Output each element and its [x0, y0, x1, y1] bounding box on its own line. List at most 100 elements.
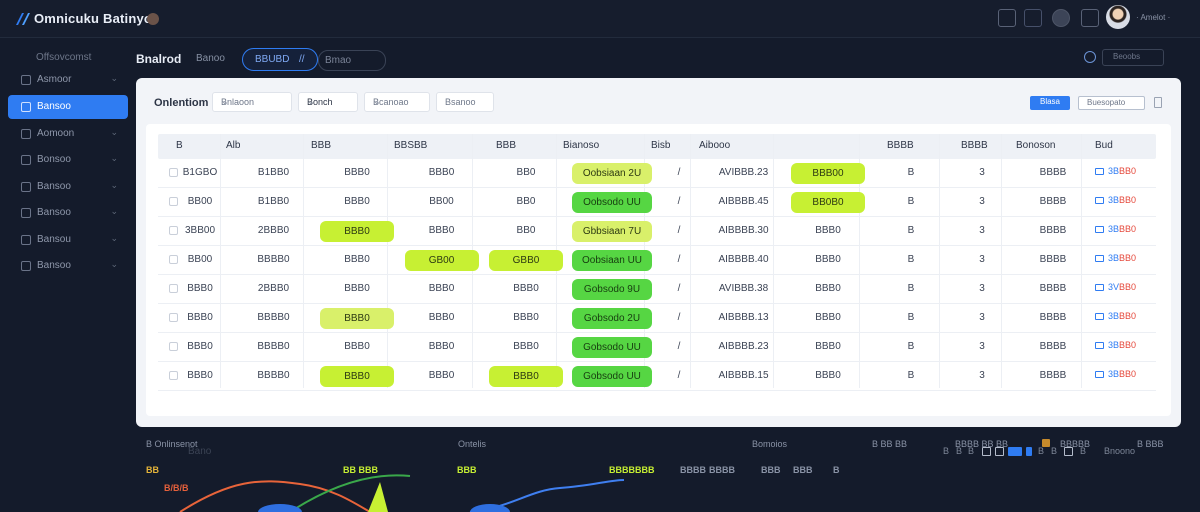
column-header[interactable]: Aibooo: [699, 140, 731, 151]
link-icon[interactable]: [1095, 197, 1104, 204]
column-header[interactable]: B: [176, 140, 183, 151]
column-header[interactable]: Alb: [226, 140, 241, 151]
row-checkbox[interactable]: [169, 342, 178, 351]
data-table: B Alb BBB BBSBB BBB Bianoso Bisb Aibooo …: [146, 124, 1171, 457]
table-footer-label: Bano: [188, 446, 212, 457]
chevron-down-icon: ⌄: [110, 180, 118, 190]
table-row[interactable]: BBB0 2BBB0 BBB0 BBB0 BBB0 Gobsodo 9U / AVIBBB.3…: [158, 275, 1156, 304]
row-tag-blue: 3B: [1108, 195, 1120, 205]
header-select[interactable]: Bmao: [318, 50, 386, 71]
column-divider: [303, 134, 304, 388]
filter-dropdown-1[interactable]: Bnlaoon ⌄: [212, 92, 292, 112]
page-title: Bnalrod: [136, 52, 182, 66]
row-checkbox[interactable]: [169, 226, 178, 235]
document-icon[interactable]: [1081, 9, 1099, 27]
table-cell: B: [907, 312, 915, 323]
pager-page-box[interactable]: [1064, 447, 1073, 456]
sidebar-item-1[interactable]: Asmoor ⌄: [8, 68, 128, 92]
pager-first[interactable]: B: [956, 446, 963, 456]
sidebar-item-5[interactable]: Bansoo ⌄: [8, 175, 128, 199]
link-icon[interactable]: [1095, 226, 1104, 233]
pager-current-page[interactable]: [1008, 447, 1022, 456]
filter-dropdown-2[interactable]: Bonch ⌄: [298, 92, 358, 112]
column-header[interactable]: BBB: [496, 140, 517, 151]
table-cell: BBBB: [1039, 196, 1067, 207]
row-checkbox[interactable]: [169, 197, 178, 206]
header-input[interactable]: Beoobs: [1102, 49, 1164, 66]
table-row[interactable]: BB00 B1BB0 BBB0 BB00 BB0 Oobsodo UU / AIBBBB.45…: [158, 188, 1156, 217]
pager-page[interactable]: B: [1038, 446, 1045, 456]
row-checkbox[interactable]: [169, 255, 178, 264]
column-header[interactable]: Bianoso: [563, 140, 600, 151]
filter-input-4[interactable]: Bsanoo: [436, 92, 494, 112]
link-icon[interactable]: [1095, 284, 1104, 291]
column-header[interactable]: Bonoson: [1016, 140, 1056, 151]
pager-prev[interactable]: B: [943, 446, 950, 456]
message-icon[interactable]: [1024, 9, 1042, 27]
table-row[interactable]: BBB0 BBBB0 BBB0 BBB0 BBB0 Gobsodo UU / AIBBBB.2…: [158, 333, 1156, 362]
link-icon[interactable]: [1095, 255, 1104, 262]
table-row[interactable]: BBB0 BBBB0 BBB0 BBB0 BBB0 Gobsodo UU / AIBBBB.1…: [158, 362, 1156, 391]
pager-page-box[interactable]: [995, 447, 1004, 456]
sidebar-item-2[interactable]: Bansoo: [8, 95, 128, 119]
sidebar: Offsovcomst Asmoor ⌄ Bansoo Aomoon ⌄ Bon…: [0, 38, 136, 512]
page-size-select[interactable]: Bnoono: [1104, 446, 1136, 456]
logo-icon: [16, 13, 30, 25]
link-icon[interactable]: [1095, 371, 1104, 378]
pager-page-box[interactable]: [1026, 447, 1032, 456]
filter-dropdown-3[interactable]: Bcanoao ⌄: [364, 92, 430, 112]
sidebar-item-8[interactable]: Bansoo ⌄: [8, 254, 128, 278]
link-icon[interactable]: [1095, 342, 1104, 349]
header-select-value: Bmao: [325, 55, 352, 66]
pager-page-box[interactable]: [982, 447, 991, 456]
table-row[interactable]: BBB0 BBBB0 BBB0 BBB0 BBB0 Gobsodo 2U / AIBBBB.1…: [158, 304, 1156, 333]
table-cell: BBBB0: [257, 341, 290, 352]
table-cell: 3BB00: [184, 225, 216, 236]
export-icon[interactable]: [1154, 97, 1162, 108]
row-checkbox[interactable]: [169, 313, 178, 322]
table-cell: BB00: [187, 254, 213, 265]
chart-icon: [21, 155, 31, 165]
link-icon[interactable]: [1095, 313, 1104, 320]
strip-label: B BB BB: [872, 439, 908, 449]
pager-jump[interactable]: B: [1080, 446, 1087, 456]
row-checkbox[interactable]: [169, 168, 178, 177]
link-icon[interactable]: [1095, 168, 1104, 175]
legend-swatch: [1042, 439, 1050, 447]
table-cell: BBB0: [428, 283, 455, 294]
column-header[interactable]: BBB: [311, 140, 332, 151]
table-cell: BBBB: [1039, 312, 1067, 323]
strip-label: Ontelis: [458, 439, 487, 449]
user-name[interactable]: · Amelot ·: [1136, 13, 1171, 22]
table-row[interactable]: B1GBO B1BB0 BBB0 BBB0 BB0 Oobsiaan 2U / AVIBBB.…: [158, 159, 1156, 188]
column-header[interactable]: BBSBB: [394, 140, 428, 151]
pager-page[interactable]: B: [968, 446, 975, 456]
sidebar-item-7[interactable]: Bansou ⌄: [8, 228, 128, 252]
table-cell: BB0: [516, 196, 536, 207]
reset-button[interactable]: Buesopato: [1078, 96, 1145, 110]
row-tag-blue: 3B: [1108, 369, 1120, 379]
sidebar-item-4[interactable]: Bonsoo ⌄: [8, 148, 128, 172]
column-header[interactable]: BBBB: [887, 140, 914, 151]
sidebar-item-3[interactable]: Aomoon ⌄: [8, 122, 128, 146]
column-header[interactable]: Bisb: [651, 140, 671, 151]
grid-icon[interactable]: [998, 9, 1016, 27]
avatar[interactable]: [1106, 5, 1130, 29]
row-tag: 3BBB0: [1108, 224, 1136, 234]
status-pill: GBB0: [489, 250, 563, 271]
sidebar-item-6[interactable]: Bansoo ⌄: [8, 201, 128, 225]
globe-icon[interactable]: [1084, 51, 1096, 63]
row-checkbox[interactable]: [169, 371, 178, 380]
row-checkbox[interactable]: [169, 284, 178, 293]
table-row[interactable]: 3BB00 2BBB0 BBB0 BBB0 BB0 Gbbsiaan 7U / AIBBBB.…: [158, 217, 1156, 246]
table-row[interactable]: BB00 BBBB0 BBB0 GB00 GBB0 Oobsiaan UU / AIBBBB.…: [158, 246, 1156, 275]
chevron-down-icon: ⌄: [110, 233, 118, 243]
camera-icon[interactable]: [1052, 9, 1070, 27]
pager-next[interactable]: B: [1051, 446, 1058, 456]
breadcrumb[interactable]: Banoo: [196, 53, 225, 64]
search-input[interactable]: BBUBD //: [242, 48, 318, 71]
table-cell: /: [677, 312, 681, 323]
search-button[interactable]: Blasa: [1030, 96, 1070, 110]
column-header[interactable]: BBBB: [961, 140, 988, 151]
column-header[interactable]: Bud: [1095, 140, 1113, 151]
